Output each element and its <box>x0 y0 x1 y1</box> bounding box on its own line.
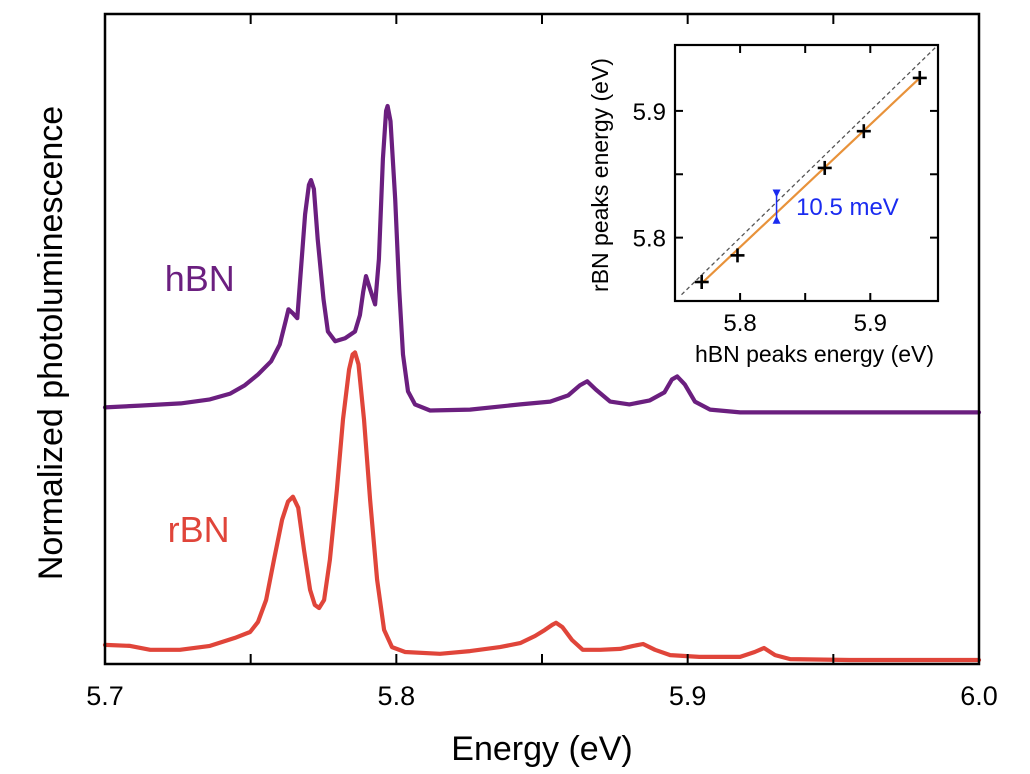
series-label-hbn: hBN <box>165 258 235 299</box>
main-x-tick-labels: 5.7 5.8 5.9 6.0 <box>86 681 998 711</box>
data-point-marker <box>856 124 871 139</box>
x-tick-label: 5.9 <box>669 681 707 711</box>
data-point-marker <box>817 160 832 175</box>
inset-plot: 5.8 5.9 5.8 5.9 hBN peaks energy (eV) rBN p… <box>587 43 940 367</box>
series-line-hbn <box>102 103 982 415</box>
inset-content <box>681 47 936 296</box>
inset-plot-frame <box>673 43 940 303</box>
inset-y-tick-label: 5.9 <box>633 99 666 126</box>
main-y-axis-title: Normalized photoluminescence <box>32 106 70 580</box>
inset-x-tick-label: 5.8 <box>723 310 756 337</box>
inset-x-tick-label: 5.9 <box>854 310 887 337</box>
main-series-group <box>102 103 982 663</box>
series-line-rbn <box>102 350 982 663</box>
reference-line-y-equals-x <box>681 47 936 296</box>
data-point-marker <box>730 248 745 263</box>
x-tick-label: 5.8 <box>378 681 416 711</box>
series-label-rbn: rBN <box>168 509 230 550</box>
offset-annotation-label: 10.5 meV <box>796 194 899 221</box>
x-tick-label: 6.0 <box>960 681 998 711</box>
inset-x-axis-title: hBN peaks energy (eV) <box>695 341 934 367</box>
offset-marker-top-arrow <box>772 189 781 198</box>
x-tick-label: 5.7 <box>86 681 124 711</box>
main-plot: 5.7 5.8 5.9 6.0 Energy (eV) Normalized phot… <box>32 12 998 768</box>
inset-tick-labels: 5.8 5.9 5.8 5.9 <box>633 99 887 337</box>
offset-marker-bottom-arrow <box>772 215 781 224</box>
main-x-ticks <box>104 14 980 664</box>
main-x-axis-title: Energy (eV) <box>451 730 632 768</box>
data-point-marker <box>912 70 927 85</box>
inset-y-tick-label: 5.8 <box>633 226 666 253</box>
data-point-marker <box>694 274 709 289</box>
inset-y-axis-title: rBN peaks energy (eV) <box>587 58 613 292</box>
inset-ticks <box>675 45 938 301</box>
